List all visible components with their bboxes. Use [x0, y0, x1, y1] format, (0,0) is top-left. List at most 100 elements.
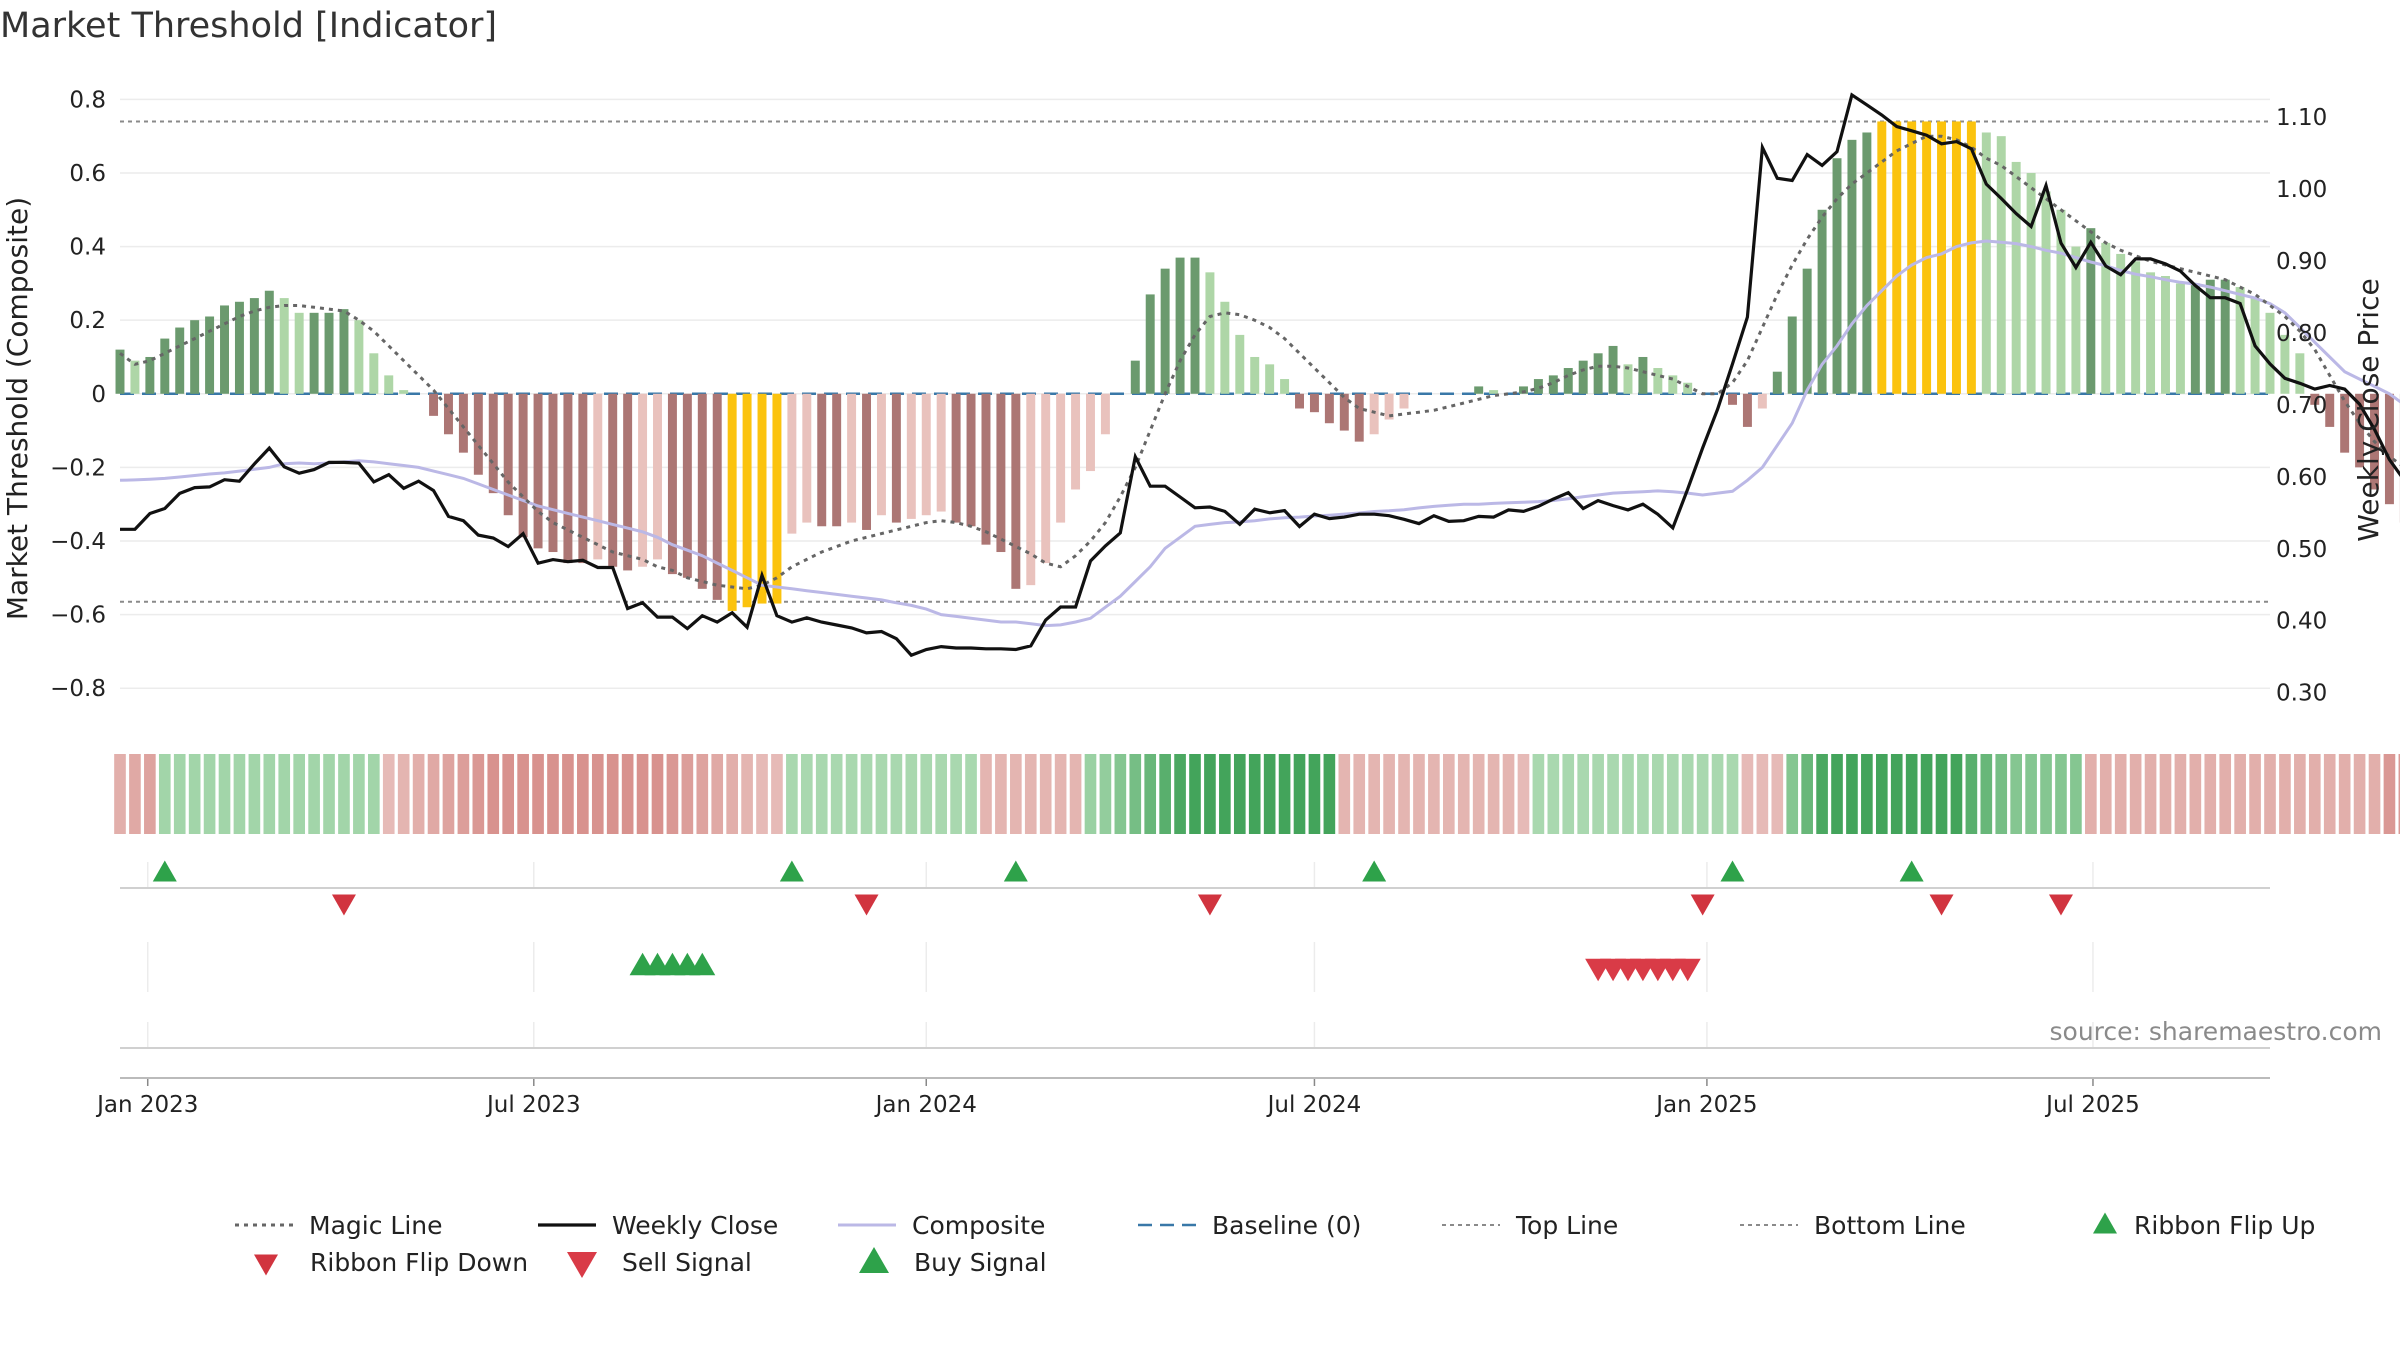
ribbon-flip-down-marker	[2048, 894, 2073, 916]
ribbon-cell	[1711, 754, 1724, 834]
x-tick-label: Jan 2024	[874, 1092, 977, 1118]
composite-bar	[1653, 368, 1663, 394]
series-lines	[119, 92, 2400, 658]
ribbon-cell	[1666, 754, 1679, 834]
ribbon-cell	[965, 754, 977, 834]
composite-bar	[1981, 132, 1991, 394]
ribbon-cell	[353, 754, 365, 834]
ribbon-cell	[1935, 754, 1948, 834]
composite-bar	[1265, 364, 1275, 394]
buy-signal-marker	[689, 952, 716, 976]
ribbon-cell	[2010, 754, 2023, 834]
ribbon-cell	[666, 754, 679, 834]
ribbon-cell	[203, 754, 216, 834]
composite-bar	[921, 393, 931, 516]
ribbon-cell	[114, 754, 126, 834]
composite-bar	[936, 393, 946, 512]
ribbon-flip-up-marker	[1720, 860, 1745, 882]
composite-bar	[1772, 371, 1782, 394]
ribbon-cell	[532, 754, 544, 834]
composite-bar	[339, 309, 349, 394]
ribbon-cell	[2308, 754, 2321, 834]
composite-bar	[862, 393, 872, 530]
composite-bar	[249, 298, 259, 394]
ribbon-cell	[397, 754, 410, 834]
composite-bar	[1474, 386, 1484, 394]
composite-bar	[1548, 375, 1558, 394]
composite-bar	[458, 393, 468, 453]
ribbon-cell	[1890, 754, 1903, 834]
ribbon-cell	[1368, 754, 1380, 834]
composite-bar	[1683, 382, 1693, 394]
composite-bar	[2146, 272, 2156, 394]
ribbon-cell	[1965, 754, 1978, 834]
composite-bar	[488, 393, 498, 494]
x-tick-label: Jul 2025	[2044, 1092, 2140, 1118]
legend-item: Sell Signal	[567, 1248, 752, 1279]
composite-bar	[2175, 283, 2185, 394]
composite-bar	[503, 393, 513, 516]
composite-bar	[1623, 364, 1633, 394]
ribbon-cell	[1652, 754, 1664, 834]
composite-bar	[533, 393, 543, 549]
y-left-tick-label: 0	[91, 382, 106, 408]
ribbon-cell	[591, 754, 604, 834]
composite-bar	[787, 393, 797, 534]
composite-bar	[906, 393, 916, 519]
composite-bar	[2131, 261, 2141, 394]
ribbon-cell	[800, 754, 813, 834]
ribbon-cell	[1159, 754, 1171, 834]
legend-label: Top Line	[1515, 1211, 1618, 1240]
ribbon-cell	[2353, 754, 2366, 834]
composite-bar	[324, 312, 334, 394]
weekly-close-line	[120, 92, 2400, 658]
ribbon-cell	[2338, 754, 2351, 834]
legend-item: Weekly Close	[538, 1211, 778, 1240]
composite-bar	[1399, 393, 1409, 409]
ribbon-flip-up-marker	[1899, 860, 1924, 882]
composite-bar	[1235, 334, 1245, 394]
composite-bar	[802, 393, 812, 523]
ribbon-cell	[1771, 754, 1784, 834]
composite-bar	[697, 393, 707, 589]
composite-bar	[2190, 283, 2200, 394]
ribbon-cell	[1786, 754, 1799, 834]
composite-bar	[1086, 393, 1095, 472]
magic-line	[119, 134, 2400, 591]
ribbon-cell	[1875, 754, 1888, 834]
ribbon-cell	[2189, 754, 2202, 834]
composite-bar	[2071, 246, 2081, 394]
ribbon-cell	[980, 754, 992, 834]
legend: Magic Line Weekly Close Composite Baseline …	[235, 1211, 2315, 1279]
ribbon-cell	[487, 754, 500, 834]
ribbon-cell	[1487, 754, 1500, 834]
composite-bar	[2086, 228, 2096, 394]
composite-bar	[1205, 272, 1215, 394]
y-left-tick-label: −0.8	[50, 676, 106, 702]
ribbon-cell	[1696, 754, 1709, 834]
ribbon-cell	[2279, 754, 2291, 834]
legend-swatch	[859, 1246, 889, 1274]
sell-signal-marker	[1674, 958, 1701, 982]
ribbon-cell	[1099, 754, 1112, 834]
ribbon-cell	[920, 754, 933, 834]
composite-line	[119, 239, 2400, 628]
ribbon-cell	[1846, 754, 1858, 834]
ribbon-cell	[367, 754, 380, 834]
ribbon-cell	[1472, 754, 1485, 834]
composite-bar	[2220, 279, 2230, 394]
ribbon-cell	[995, 754, 1007, 834]
composite-bar	[682, 393, 692, 578]
ribbon-flip-down-marker	[331, 894, 356, 916]
ribbon-flip-up-marker	[779, 860, 804, 882]
axes: 0.8 0.6 0.4 0.2 0 −0.2 −0.4 −0.6 −0.8 1.10 1.00 0.9…	[1, 87, 2385, 1118]
composite-bar	[2056, 209, 2066, 394]
composite-bar	[429, 393, 439, 416]
composite-bar	[667, 393, 677, 575]
y-right-tick-label: 1.10	[2276, 105, 2327, 131]
composite-bar	[1175, 257, 1185, 394]
composite-bar	[1250, 356, 1260, 394]
ribbon-cell	[1383, 754, 1395, 834]
composite-bar	[294, 312, 304, 394]
y-left-tick-label: 0.8	[69, 87, 106, 113]
